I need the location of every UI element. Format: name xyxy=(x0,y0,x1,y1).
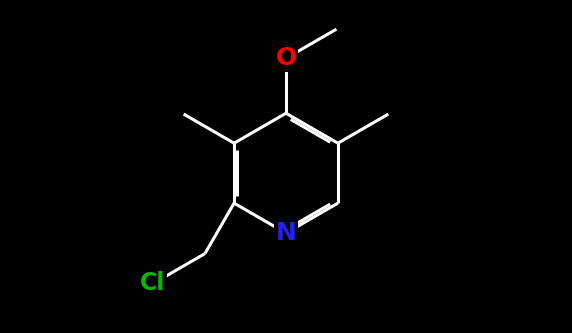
Text: Cl: Cl xyxy=(140,271,165,295)
Text: O: O xyxy=(275,46,297,70)
Text: N: N xyxy=(276,221,296,245)
